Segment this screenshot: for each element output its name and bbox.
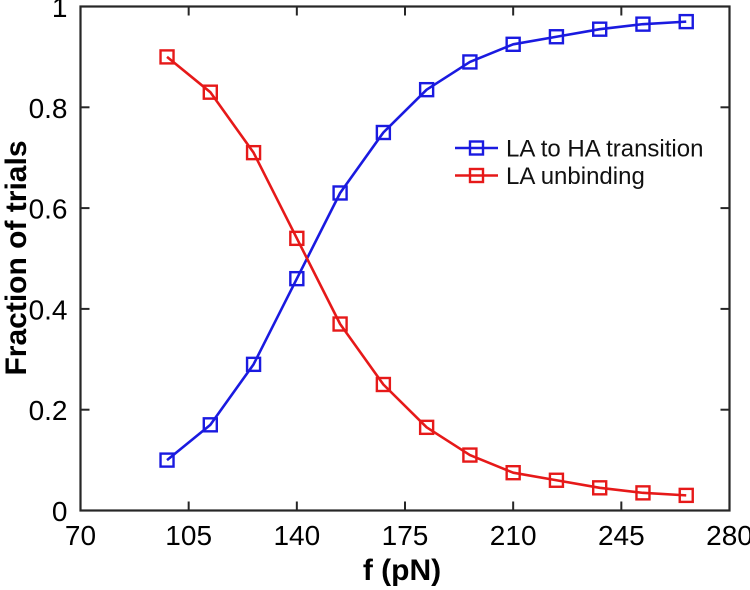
legend-marker-0 [468, 140, 485, 156]
y-axis-label: Fraction of trials [0, 140, 33, 376]
series-1-marker [245, 144, 262, 161]
y-tick-label: 0 [52, 496, 68, 527]
y-tick-label: 0.6 [29, 194, 68, 225]
series-0-marker [548, 29, 565, 45]
series-1-marker [462, 447, 478, 463]
y-tick-label: 0.4 [29, 294, 68, 325]
y-tick-label: 0.2 [29, 395, 68, 426]
x-tick-label: 105 [165, 520, 212, 551]
series-1-marker [635, 485, 651, 501]
x-tick-label: 245 [598, 520, 645, 551]
series-0-marker [462, 54, 478, 70]
series-0-marker [505, 36, 521, 52]
legend-label-0: LA to HA transition [506, 136, 703, 163]
series-1-marker [332, 316, 348, 332]
series-0-marker [418, 81, 435, 98]
series-1-marker [159, 49, 175, 65]
legend-label-1: LA unbinding [506, 163, 645, 190]
series-0-marker [159, 452, 175, 468]
y-tick-label: 1 [52, 0, 68, 23]
series-line-1 [166, 55, 687, 497]
series-1-marker [505, 465, 521, 481]
series-1-marker [289, 230, 305, 247]
series-1-marker [592, 480, 608, 496]
x-tick-label: 175 [382, 520, 429, 551]
series-0-marker [245, 356, 262, 373]
legend-marker-1 [468, 167, 485, 184]
series-0-marker [332, 185, 348, 201]
axes-frame [79, 5, 731, 512]
series-0-marker [202, 417, 219, 433]
x-tick-label: 140 [273, 520, 320, 551]
series-line-0 [166, 20, 687, 462]
y-tick-label: 0.8 [29, 93, 68, 124]
series-0-marker [289, 270, 305, 287]
x-tick-label: 280 [706, 520, 750, 551]
series-1-marker [418, 419, 435, 436]
series-1-marker [678, 487, 694, 504]
series-0-marker [635, 16, 651, 32]
series-1-marker [375, 376, 392, 393]
x-tick-label: 210 [490, 520, 537, 551]
series-1-marker [548, 472, 565, 488]
series-1-marker [202, 84, 219, 100]
series-0-marker [375, 124, 392, 141]
series-0-marker [592, 21, 608, 37]
series-0-marker [678, 13, 694, 30]
x-axis-label: f (pN) [362, 554, 442, 587]
x-tick-label: 70 [65, 520, 96, 551]
